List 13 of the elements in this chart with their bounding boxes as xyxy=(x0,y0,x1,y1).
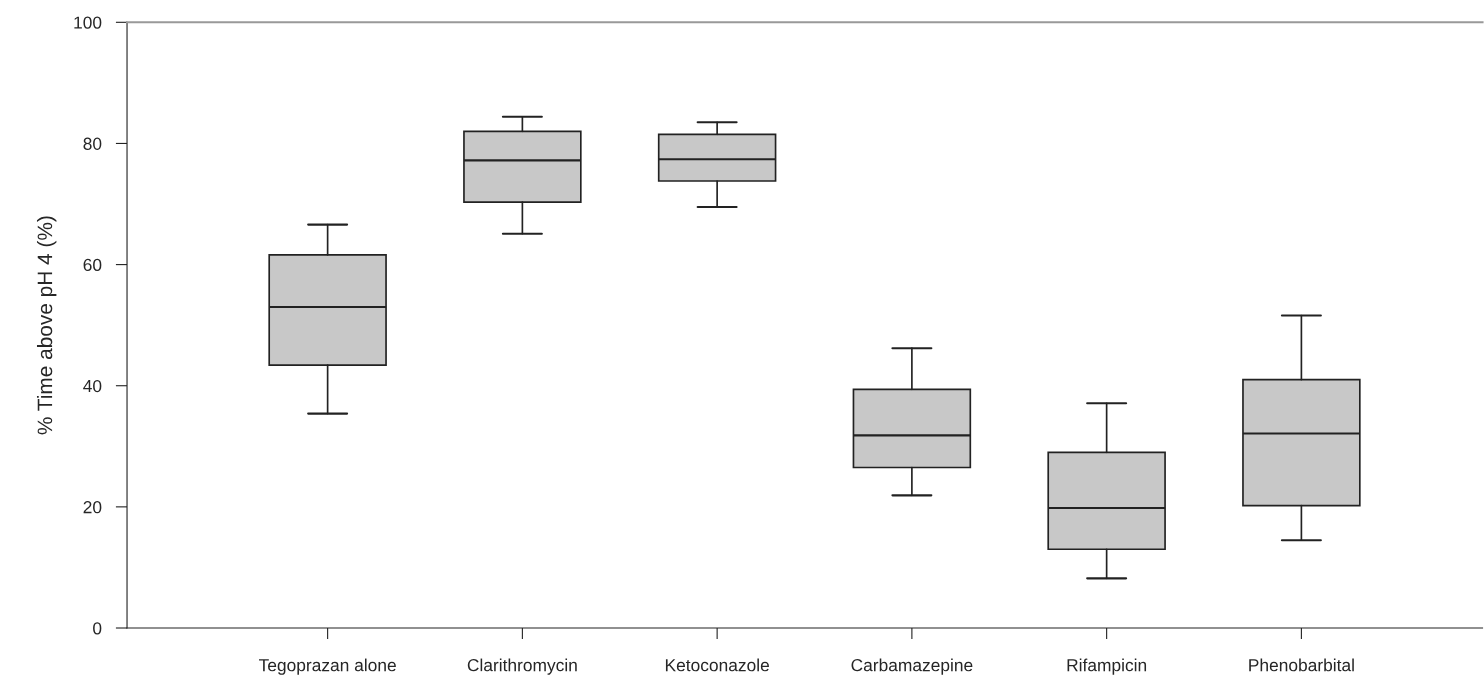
y-tick-label: 0 xyxy=(93,622,102,635)
x-tick-label: Phenobarbital xyxy=(1249,658,1354,672)
y-tick-label: 80 xyxy=(83,137,102,150)
x-tick-label: Ketoconazole xyxy=(665,658,769,672)
x-tick-label: Carbamazepine xyxy=(851,658,973,675)
x-tick-label: Rifampicin xyxy=(1067,658,1147,675)
x-tick-label: Tegoprazan alone xyxy=(259,658,396,675)
y-tick-label: 100 xyxy=(74,16,102,29)
y-tick-label: 60 xyxy=(83,258,102,272)
y-tick-label: 20 xyxy=(83,501,102,514)
y-tick-label: 40 xyxy=(83,379,102,393)
x-tick-label: Clarithromycin xyxy=(467,658,577,675)
y-axis-title: % Time above pH 4 (%) xyxy=(36,216,57,435)
